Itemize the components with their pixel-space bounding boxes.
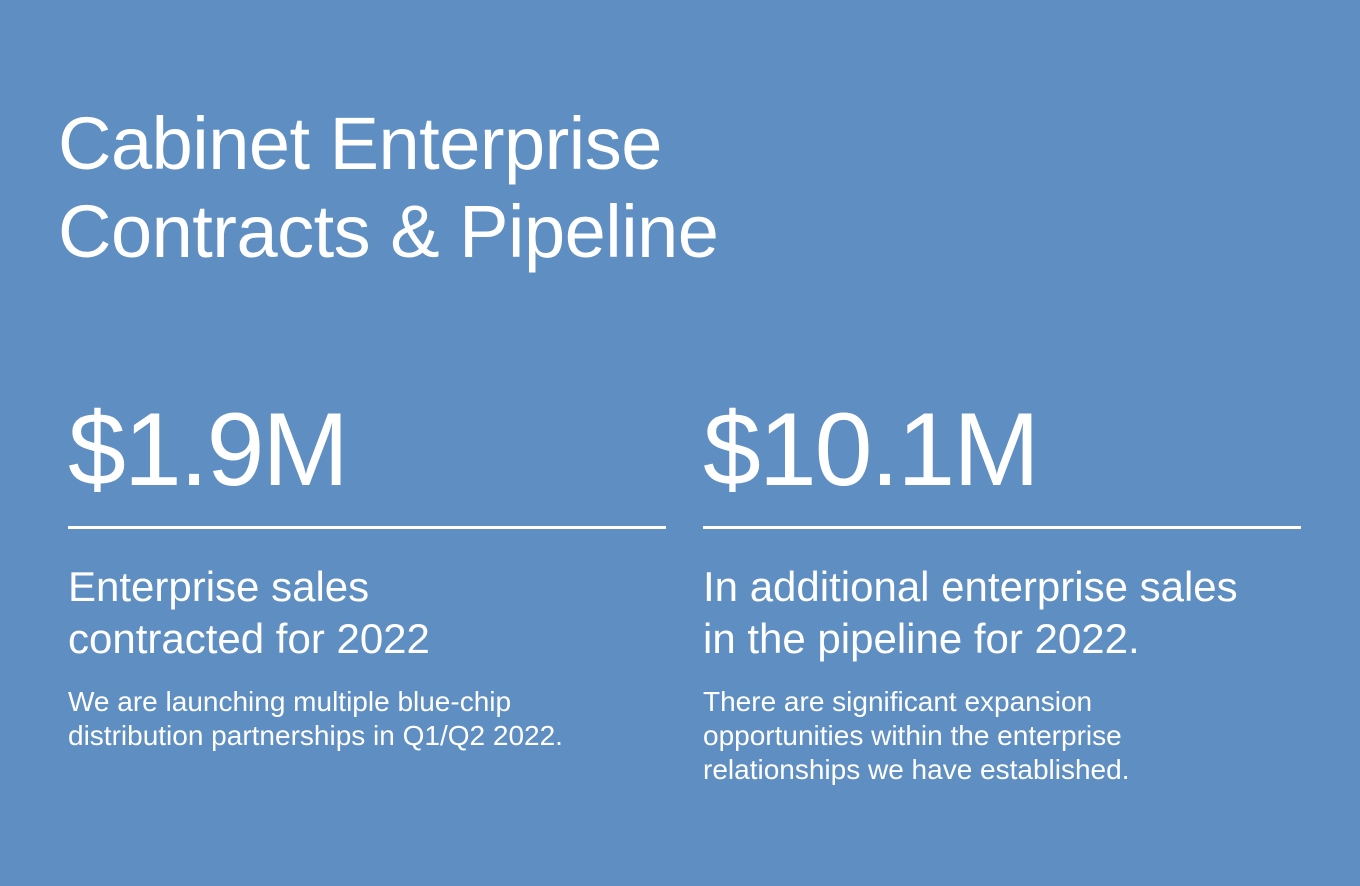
stat-heading-line: in the pipeline for 2022. xyxy=(703,615,1140,662)
stat-description-line: There are significant expansion xyxy=(703,686,1093,717)
stat-heading-line: contracted for 2022 xyxy=(68,615,430,662)
stat-contracted: $1.9M Enterprise sales contracted for 20… xyxy=(68,392,668,753)
stat-heading: In additional enterprise sales in the pi… xyxy=(703,561,1303,665)
stat-description-line: We are launching multiple blue-chip xyxy=(68,686,512,717)
divider xyxy=(68,526,666,529)
stat-description: There are significant expansion opportun… xyxy=(703,685,1303,787)
stat-heading: Enterprise sales contracted for 2022 xyxy=(68,561,668,665)
divider xyxy=(703,526,1301,529)
stat-description-line: distribution partnerships in Q1/Q2 2022. xyxy=(68,720,563,751)
slide-title-line: Contracts & Pipeline xyxy=(58,190,719,273)
stat-value: $1.9M xyxy=(68,392,349,508)
slide-title: Cabinet Enterprise Contracts & Pipeline xyxy=(58,100,719,276)
stat-description-line: opportunities within the enterprise xyxy=(703,720,1122,751)
stat-description-line: relationships we have established. xyxy=(703,754,1130,785)
stat-description: We are launching multiple blue-chip dist… xyxy=(68,685,668,753)
slide-title-line: Cabinet Enterprise xyxy=(58,102,662,185)
stat-heading-line: In additional enterprise sales xyxy=(703,563,1238,610)
stat-pipeline: $10.1M In additional enterprise sales in… xyxy=(703,392,1303,787)
stat-heading-line: Enterprise sales xyxy=(68,563,370,610)
stat-value: $10.1M xyxy=(703,392,1040,508)
